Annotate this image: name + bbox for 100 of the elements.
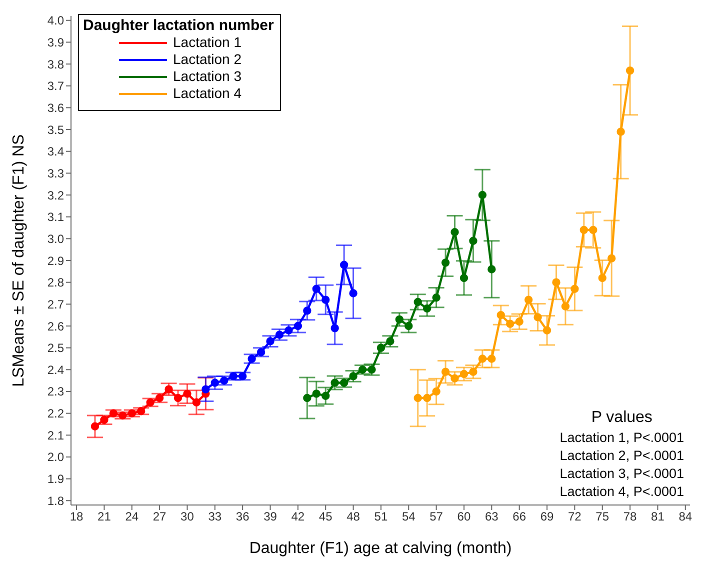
point	[137, 407, 146, 416]
point	[422, 304, 432, 313]
point	[534, 313, 542, 322]
point	[432, 294, 440, 302]
point	[580, 226, 588, 234]
point	[570, 284, 579, 293]
y-tick-label: 3.8	[47, 57, 64, 72]
x-tick-label: 45	[318, 510, 333, 524]
y-tick-label: 3.0	[47, 232, 64, 246]
point	[192, 398, 201, 406]
point	[275, 330, 284, 339]
x-tick-label: 57	[430, 510, 444, 524]
y-tick-label: 3.4	[47, 144, 64, 159]
point	[552, 278, 560, 286]
point	[441, 368, 450, 376]
point	[616, 128, 625, 136]
y-tick-label: 3.9	[47, 35, 64, 50]
point	[312, 284, 320, 293]
y-tick-label: 2.6	[47, 319, 64, 334]
point	[303, 306, 312, 315]
legend-label: Lactation 2	[173, 51, 242, 68]
x-tick-label: 42	[291, 510, 305, 524]
point	[118, 411, 127, 420]
x-tick-label: 54	[402, 510, 416, 524]
annotation: Lactation 2, P<.0001	[560, 447, 684, 465]
x-tick-label: 84	[678, 510, 692, 524]
y-tick-label: 3.1	[47, 210, 64, 224]
y-tick-label: 2.2	[47, 406, 64, 421]
point	[626, 66, 634, 75]
y-tick-label: 2.4	[47, 362, 64, 377]
point	[488, 265, 496, 274]
point	[404, 322, 413, 330]
point	[422, 394, 432, 402]
point	[322, 296, 330, 304]
x-tick-label: 48	[346, 510, 360, 524]
point	[312, 390, 320, 398]
x-tick-label: 33	[208, 510, 222, 524]
annotation: Lactation 4, P<.0001	[560, 483, 684, 501]
y-tick-label: 3.5	[47, 122, 64, 137]
y-tick-label: 2.7	[47, 297, 64, 312]
point	[469, 368, 478, 376]
y-tick-label: 2.1	[47, 428, 64, 442]
y-tick-label: 3.2	[47, 188, 64, 202]
y-axis-title: LSMeans ± SE of daughter (F1) NS	[10, 134, 28, 387]
legend-label: Lactation 3	[173, 68, 242, 85]
point	[450, 228, 459, 236]
point	[478, 190, 487, 200]
x-tick-label: 75	[596, 510, 610, 524]
point	[460, 274, 468, 282]
point	[340, 260, 348, 269]
point	[441, 258, 450, 267]
point	[542, 326, 552, 334]
x-tick-label: 21	[98, 510, 112, 524]
x-tick-label: 78	[623, 510, 638, 524]
y-tick-label: 1.9	[47, 472, 64, 486]
y-tick-label: 1.8	[47, 494, 64, 508]
point	[414, 394, 422, 402]
point	[330, 378, 339, 387]
x-tick-label: 63	[484, 510, 499, 524]
point	[432, 387, 440, 396]
point	[506, 320, 514, 328]
x-tick-label: 27	[152, 510, 167, 524]
point	[109, 409, 118, 418]
point	[322, 392, 330, 400]
y-tick-label: 3.3	[47, 166, 64, 180]
legend-label: Lactation 1	[173, 34, 242, 51]
point	[589, 226, 598, 234]
point	[376, 344, 386, 352]
point	[469, 236, 478, 245]
point	[294, 322, 302, 330]
annotation: Lactation 1, P<.0001	[560, 429, 684, 447]
point	[515, 318, 524, 326]
x-tick-label: 66	[512, 510, 526, 524]
x-tick-label: 69	[540, 510, 554, 524]
point	[128, 409, 136, 418]
y-tick-label: 3.6	[47, 100, 64, 115]
point	[561, 302, 570, 310]
annotation: Lactation 3, P<.0001	[560, 465, 684, 483]
point	[229, 372, 238, 380]
point	[386, 337, 394, 346]
legend-title: Daughter lactation number	[83, 17, 274, 34]
x-tick-label: 39	[264, 510, 278, 524]
x-tick-label: 72	[568, 510, 582, 524]
point	[238, 372, 247, 380]
point	[183, 390, 192, 398]
x-axis-title: Daughter (F1) age at calving (month)	[249, 540, 512, 557]
y-tick-label: 2.0	[47, 450, 64, 464]
annotation: P values	[590, 409, 654, 427]
point	[210, 378, 220, 387]
point	[330, 324, 339, 332]
point	[90, 422, 100, 431]
legend-label: Lactation 4	[173, 85, 242, 102]
point	[460, 370, 468, 378]
x-tick-label: 81	[651, 510, 665, 524]
point	[174, 394, 182, 402]
point	[607, 254, 616, 262]
y-tick-label: 2.5	[47, 341, 64, 356]
point	[303, 394, 312, 402]
x-tick-label: 24	[125, 510, 139, 524]
x-tick-label: 30	[180, 510, 194, 524]
